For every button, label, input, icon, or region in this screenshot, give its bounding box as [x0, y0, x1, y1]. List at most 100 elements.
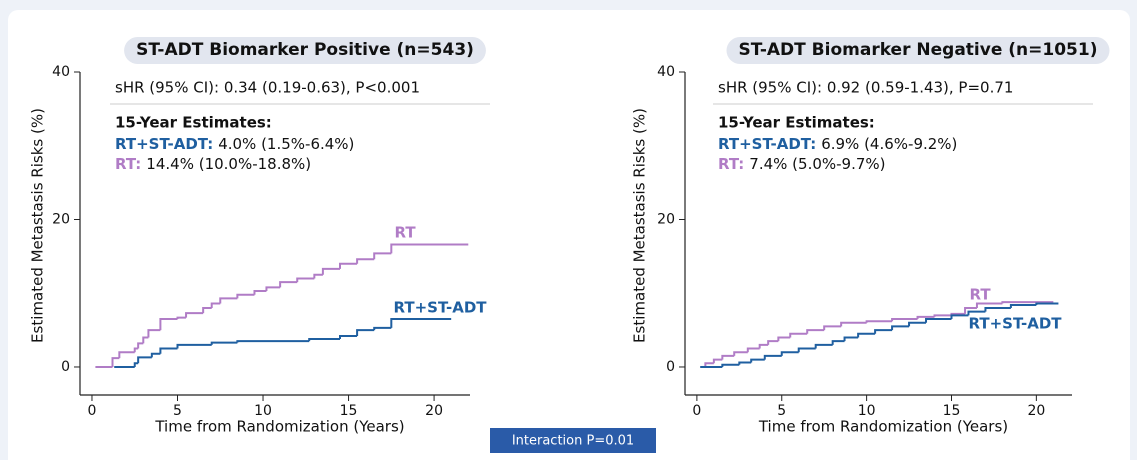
step-segment: [185, 312, 204, 318]
step-segment: [150, 352, 161, 358]
step-segment: [313, 273, 323, 279]
y-tick-label: 0: [666, 359, 675, 375]
title-pill: [726, 37, 1110, 64]
estimate-text: 6.9% (4.6%-9.2%): [821, 135, 957, 153]
step-segment: [176, 316, 187, 320]
series-label: RT+ST-ADT: [393, 299, 487, 317]
step-segment: [777, 336, 791, 342]
step-segment: [390, 243, 469, 254]
step-segment: [857, 332, 876, 338]
estimate: RT+ST-ADT: 4.0% (1.5%-6.4%): [115, 135, 354, 153]
step-segment: [840, 321, 867, 327]
estimate-label: RT:: [718, 155, 744, 173]
step-segment: [236, 293, 255, 299]
step-segment: [925, 318, 952, 323]
step-segment: [147, 329, 161, 338]
step-segment: [933, 314, 952, 317]
card: [8, 10, 1130, 460]
step-segment: [797, 347, 816, 353]
estimate-text: 7.4% (5.0%-9.7%): [749, 155, 885, 173]
step-segment: [142, 336, 149, 344]
step-segment: [843, 336, 859, 342]
step-segment: [390, 318, 452, 328]
step-segment: [137, 342, 144, 349]
x-tick-label: 15: [340, 403, 358, 419]
step-segment: [321, 267, 340, 275]
y-tick-label: 40: [52, 64, 70, 80]
x-tick-label: 10: [858, 403, 876, 419]
step-segment: [975, 302, 1003, 308]
step-segment: [202, 306, 212, 314]
x-tick-label: 5: [173, 403, 182, 419]
y-tick-label: 0: [61, 359, 70, 375]
step-segment: [767, 340, 779, 345]
step-segment: [118, 351, 135, 359]
step-segment: [159, 347, 178, 354]
step-segment: [733, 351, 748, 356]
series-label: RT+ST-ADT: [968, 315, 1062, 333]
step-segment: [210, 341, 238, 345]
step-segment: [339, 262, 358, 269]
step-segment: [1009, 304, 1037, 308]
step-segment: [814, 343, 833, 349]
step-segment: [373, 252, 392, 260]
step-segment: [339, 335, 358, 339]
step-segment: [950, 314, 969, 320]
subtitle: sHR (95% CI): 0.34 (0.19-0.63), P<0.001: [115, 79, 420, 97]
estimate-text: 14.4% (10.0%-18.8%): [146, 155, 311, 173]
step-segment: [704, 362, 714, 367]
step-segment: [806, 329, 825, 334]
y-axis-label: Estimated Metastasis Risks (%): [631, 108, 649, 343]
step-segment: [137, 356, 152, 364]
step-segment: [133, 347, 139, 353]
title-pill: [124, 37, 486, 64]
step-segment: [763, 354, 782, 360]
step-segment: [159, 318, 178, 331]
step-segment: [253, 290, 267, 295]
step-segment: [133, 362, 139, 367]
step-segment: [865, 320, 893, 323]
step-segment: [279, 281, 298, 288]
x-axis-label: Time from Randomization (Years): [758, 418, 1008, 436]
estimate: RT: 14.4% (10.0%-18.8%): [115, 155, 311, 173]
step-segment: [984, 306, 1011, 312]
step-segment: [789, 332, 808, 338]
estimate-label: RT+ST-ADT:: [718, 135, 816, 153]
subtitle: sHR (95% CI): 0.92 (0.59-1.43), P=0.71: [718, 79, 1013, 97]
step-segment: [967, 310, 986, 316]
step-segment: [964, 306, 977, 314]
y-tick-label: 20: [52, 211, 70, 227]
x-tick-label: 20: [425, 403, 443, 419]
series-label: RT: [394, 224, 416, 242]
step-segment: [721, 363, 740, 367]
step-segment: [356, 329, 375, 337]
estimates-title: 15-Year Estimates:: [718, 114, 875, 132]
step-segment: [750, 358, 765, 363]
annotation: Interaction P=0.01: [512, 434, 634, 449]
y-axis-label: Estimated Metastasis Risks (%): [29, 108, 47, 343]
y-tick-label: 20: [657, 211, 675, 227]
step-segment: [908, 321, 927, 327]
step-segment: [210, 302, 221, 308]
step-segment: [236, 340, 310, 343]
step-segment: [916, 315, 935, 320]
step-segment: [111, 357, 120, 367]
x-axis-label: Time from Randomization (Years): [154, 418, 404, 436]
step-segment: [219, 297, 238, 304]
step-segment: [758, 343, 769, 349]
estimate-text: 4.0% (1.5%-6.4%): [218, 135, 354, 153]
chart-title: ST-ADT Biomarker Negative (n=1051): [739, 40, 1098, 60]
step-segment: [831, 340, 845, 345]
estimate-label: RT:: [115, 155, 141, 173]
step-segment: [712, 358, 723, 364]
step-segment: [356, 258, 375, 264]
step-segment: [265, 286, 281, 292]
annotation-box: [490, 428, 656, 453]
x-tick-label: 20: [1027, 403, 1045, 419]
x-tick-label: 0: [692, 403, 701, 419]
estimates-title: 15-Year Estimates:: [115, 114, 272, 132]
chart-title: ST-ADT Biomarker Positive (n=543): [136, 40, 474, 60]
step-segment: [308, 337, 340, 342]
step-segment: [874, 329, 893, 334]
